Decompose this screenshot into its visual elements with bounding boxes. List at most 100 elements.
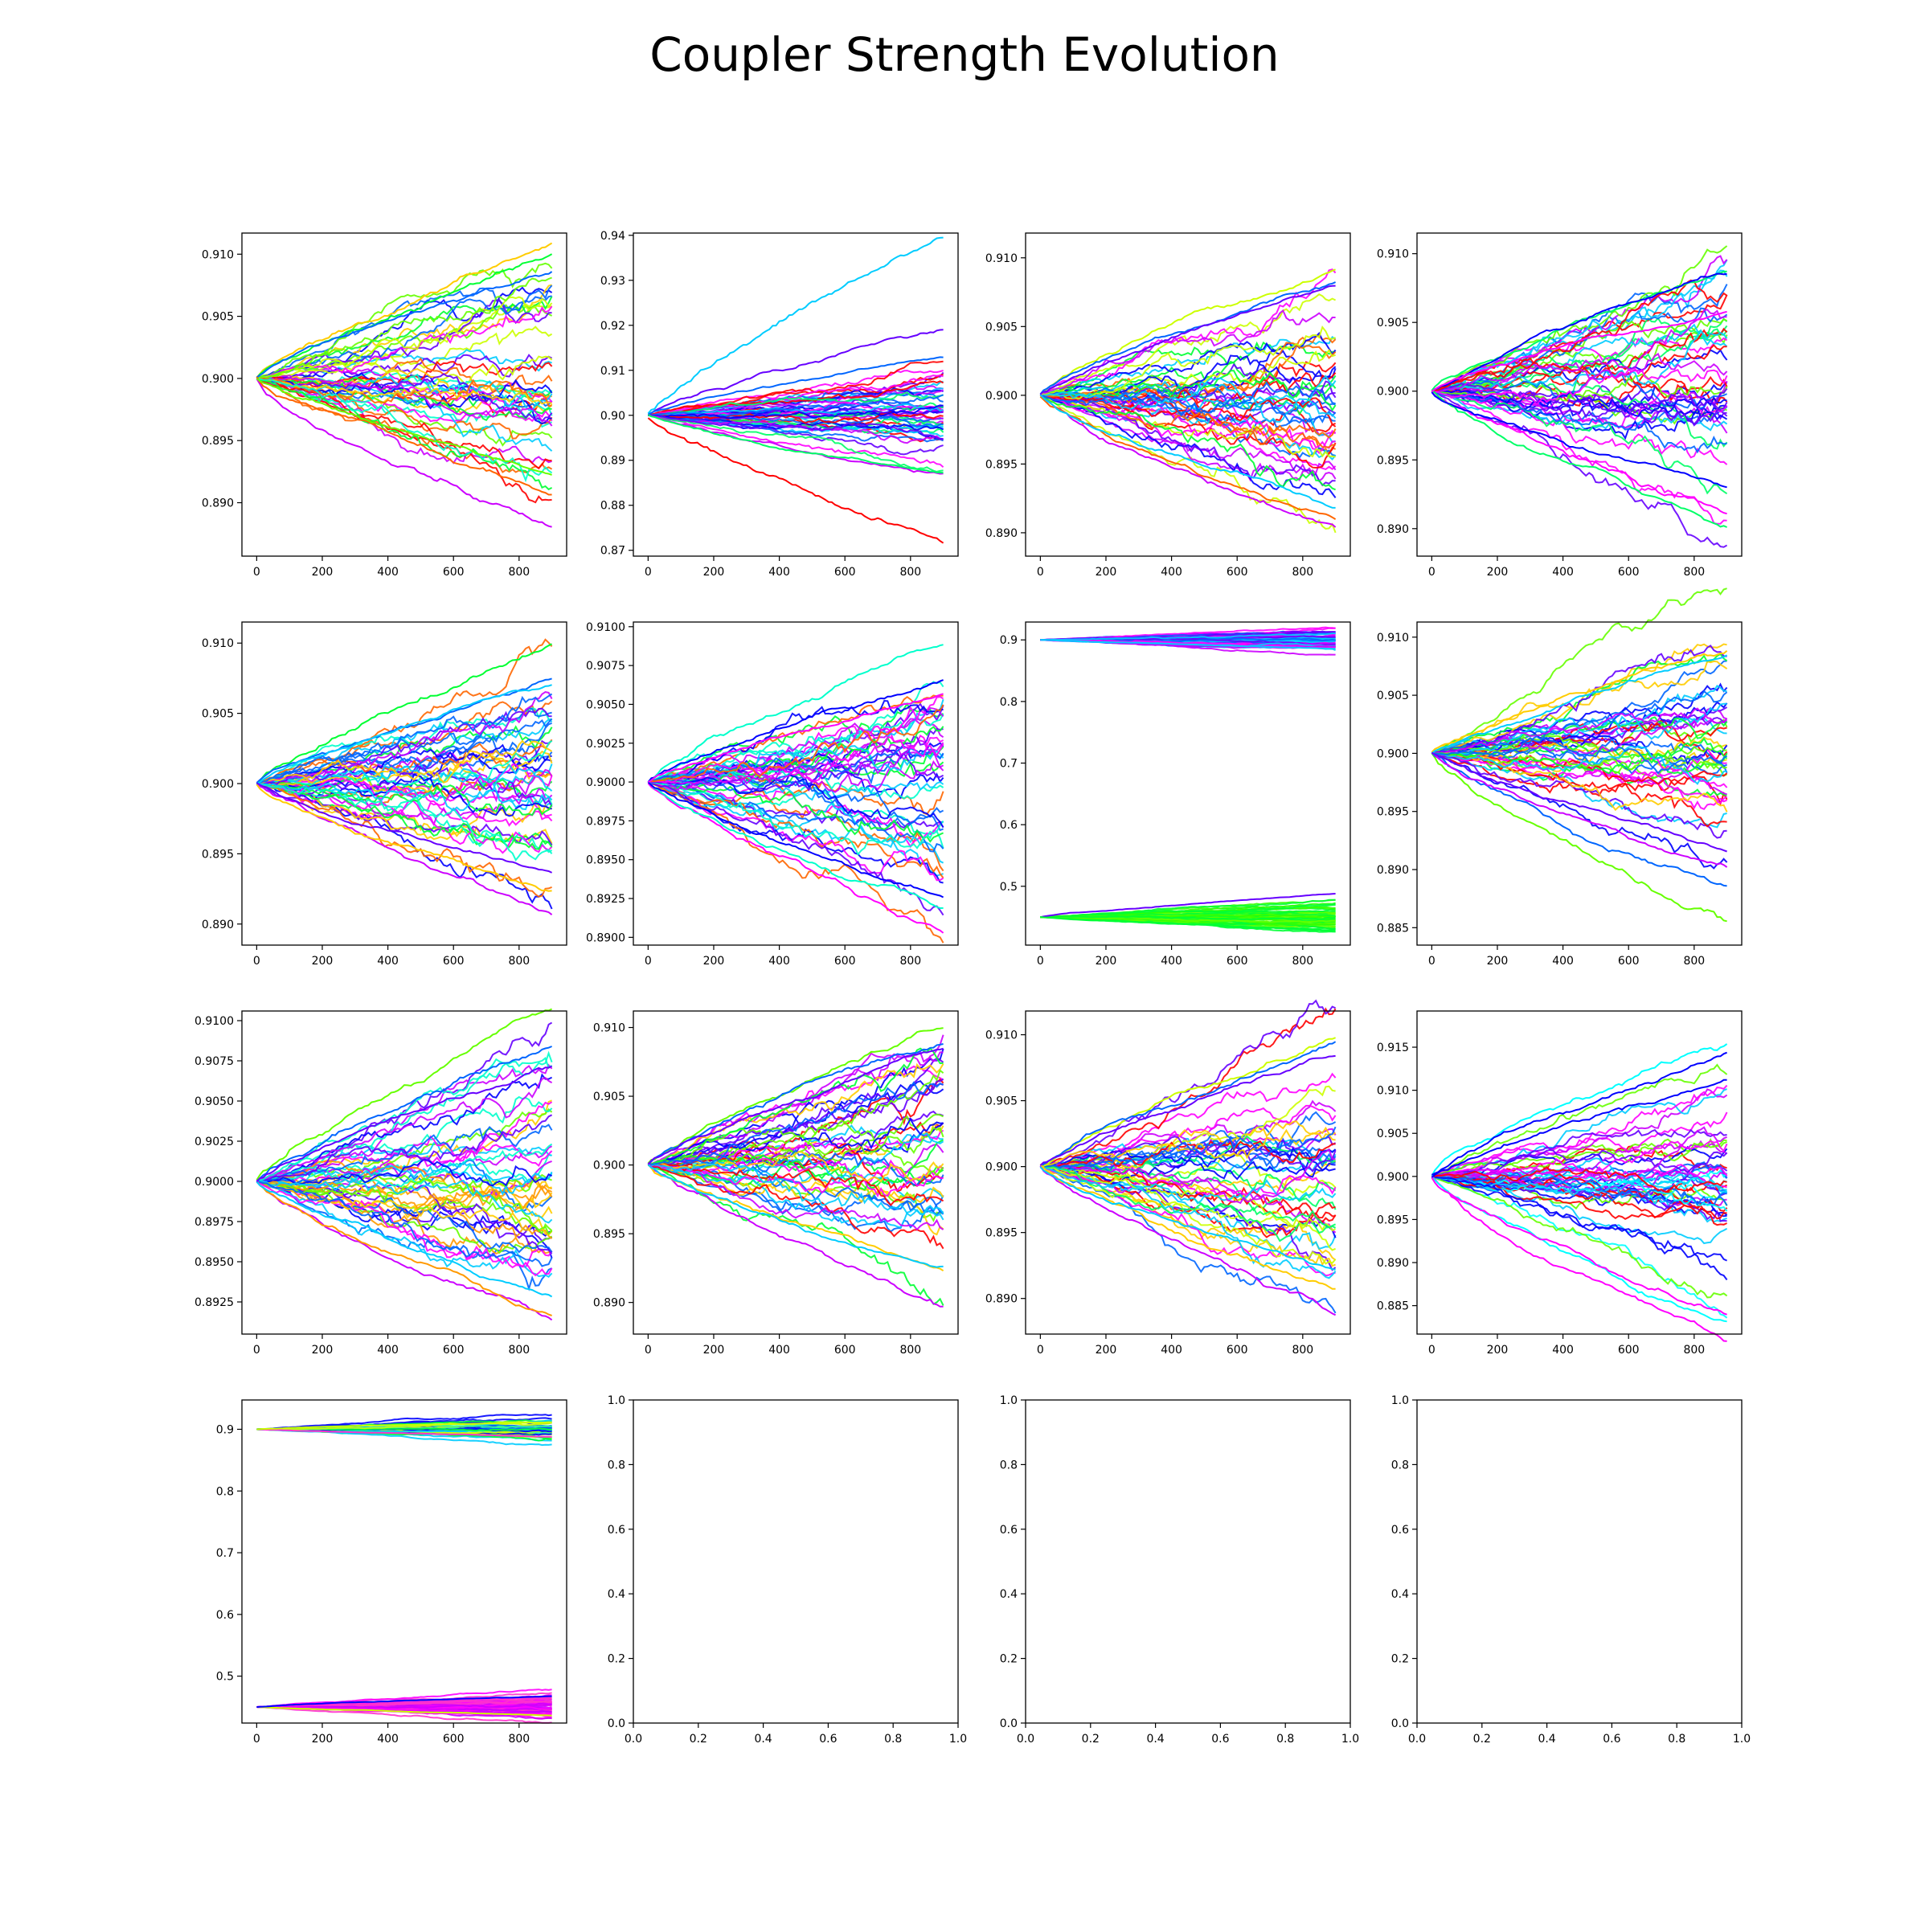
- x-tick-label: 400: [1552, 566, 1574, 579]
- series-line: [1431, 1148, 1728, 1177]
- series-line: [256, 377, 553, 473]
- x-tick-label: 0: [1428, 955, 1435, 968]
- series-line-outlier: [1431, 650, 1728, 753]
- y-tick-label: 0.0: [608, 1717, 625, 1730]
- series-line: [1431, 390, 1727, 525]
- x-tick-label: 0.8: [1668, 1733, 1685, 1746]
- y-tick-label: 0.91: [600, 365, 625, 378]
- series-line: [1040, 394, 1336, 426]
- series-line: [256, 700, 553, 784]
- series-line-outlier: [256, 1046, 552, 1183]
- series-line: [1431, 269, 1728, 392]
- series-line: [1040, 394, 1337, 482]
- series-line: [256, 1181, 553, 1291]
- series-line-outlier: [1431, 391, 1727, 515]
- series-line: [1431, 1126, 1727, 1181]
- axes-frame: [1025, 1010, 1351, 1335]
- series-line-outlier: [256, 1706, 552, 1717]
- series-line-outlier: [256, 1421, 552, 1431]
- x-tick-label: 800: [508, 1733, 530, 1746]
- y-tick-label: 0.8: [1391, 1459, 1409, 1472]
- axes-frame: [633, 1399, 959, 1724]
- series-line: [1431, 685, 1727, 755]
- series-line: [1040, 1140, 1336, 1169]
- series-line: [1040, 293, 1337, 396]
- y-tick-label: 0.895: [985, 458, 1018, 471]
- y-tick-label: 0.910: [1377, 248, 1409, 261]
- x-tick-label: 600: [1227, 955, 1248, 968]
- series-line: [1040, 1148, 1336, 1205]
- y-tick-label: 0.93: [600, 275, 625, 288]
- y-tick-label: 0.905: [593, 1091, 625, 1103]
- series-line: [1040, 1165, 1337, 1229]
- series-line-outlier: [647, 781, 944, 898]
- series-line: [256, 783, 552, 827]
- series-line-outlier: [647, 1163, 944, 1308]
- series-line-outlier: [256, 1181, 552, 1316]
- x-tick-label: 600: [443, 1733, 465, 1746]
- axes-frame: [1025, 1399, 1351, 1724]
- y-tick-label: 0.900: [1377, 386, 1409, 399]
- series-line: [648, 1164, 944, 1218]
- y-tick-label: 0.890: [1377, 523, 1409, 536]
- x-tick-label: 400: [1161, 955, 1182, 968]
- x-tick-label: 400: [1552, 1344, 1574, 1357]
- series-line: [256, 374, 553, 407]
- series-line: [256, 1144, 553, 1184]
- series-line-outlier: [256, 378, 552, 528]
- series-line-outlier: [647, 356, 944, 415]
- series-lines: [1039, 268, 1337, 534]
- x-tick-label: 400: [377, 1733, 399, 1746]
- series-line: [648, 1083, 944, 1166]
- y-tick-label: 0.7: [216, 1547, 234, 1560]
- series-line: [256, 378, 553, 491]
- series-lines: [647, 236, 944, 544]
- x-tick-label: 400: [1161, 566, 1182, 579]
- series-line: [1431, 390, 1728, 434]
- subplot-2: 0 200 400 600 800 0.87 0.88 0.89 0.90 0.91 0.92 0.9…: [600, 230, 959, 579]
- series-line-outlier: [1431, 751, 1727, 853]
- y-tick-label: 0.890: [593, 1297, 625, 1310]
- series-line: [1431, 1111, 1728, 1177]
- series-line: [1431, 1172, 1727, 1206]
- series-line: [648, 781, 944, 882]
- series-line: [648, 736, 944, 784]
- y-tick-label: 0.88: [600, 500, 625, 513]
- x-tick-label: 800: [1683, 1344, 1705, 1357]
- y-tick-label: 0.890: [202, 497, 234, 510]
- series-line-outlier: [1431, 752, 1727, 923]
- series-line: [1039, 268, 1337, 396]
- series-line: [1431, 344, 1727, 392]
- series-line: [1431, 307, 1728, 392]
- series-line-outlier: [1039, 1165, 1337, 1316]
- series-line: [256, 1181, 553, 1213]
- series-line: [1431, 284, 1728, 392]
- y-tick-label: 0.900: [202, 778, 234, 791]
- series-line-outlier: [647, 1047, 944, 1165]
- y-tick-label: 0.910: [985, 252, 1018, 265]
- y-tick-label: 0.2: [608, 1653, 625, 1666]
- figure-title: Coupler Strength Evolution: [649, 27, 1280, 82]
- x-tick-label: 0.4: [1146, 1733, 1164, 1746]
- series-line-outlier: [647, 1027, 944, 1165]
- series-line-outlier: [1039, 268, 1336, 397]
- series-line: [256, 739, 553, 784]
- y-tick-label: 1.0: [1391, 1394, 1409, 1407]
- series-line: [648, 781, 944, 856]
- series-line-outlier: [1431, 1177, 1727, 1316]
- x-tick-label: 800: [899, 1344, 921, 1357]
- y-tick-label: 0.5: [216, 1671, 234, 1684]
- series-line: [1040, 915, 1336, 920]
- series-line: [256, 1143, 553, 1188]
- series-line: [256, 783, 553, 850]
- x-tick-label: 0.0: [1408, 1733, 1426, 1746]
- series-line: [256, 1063, 553, 1182]
- y-tick-label: 0.890: [1377, 1257, 1409, 1270]
- series-line: [256, 691, 553, 784]
- series-lines: [1431, 587, 1728, 923]
- series-line-outlier: [256, 242, 553, 379]
- subplot-11: 0 200 400 600 800 0.890 0.895 0.900 0.905 0.910: [985, 999, 1351, 1357]
- series-line: [648, 698, 944, 784]
- y-tick-label: 0.6: [1391, 1524, 1409, 1537]
- axes-frame: [241, 232, 567, 557]
